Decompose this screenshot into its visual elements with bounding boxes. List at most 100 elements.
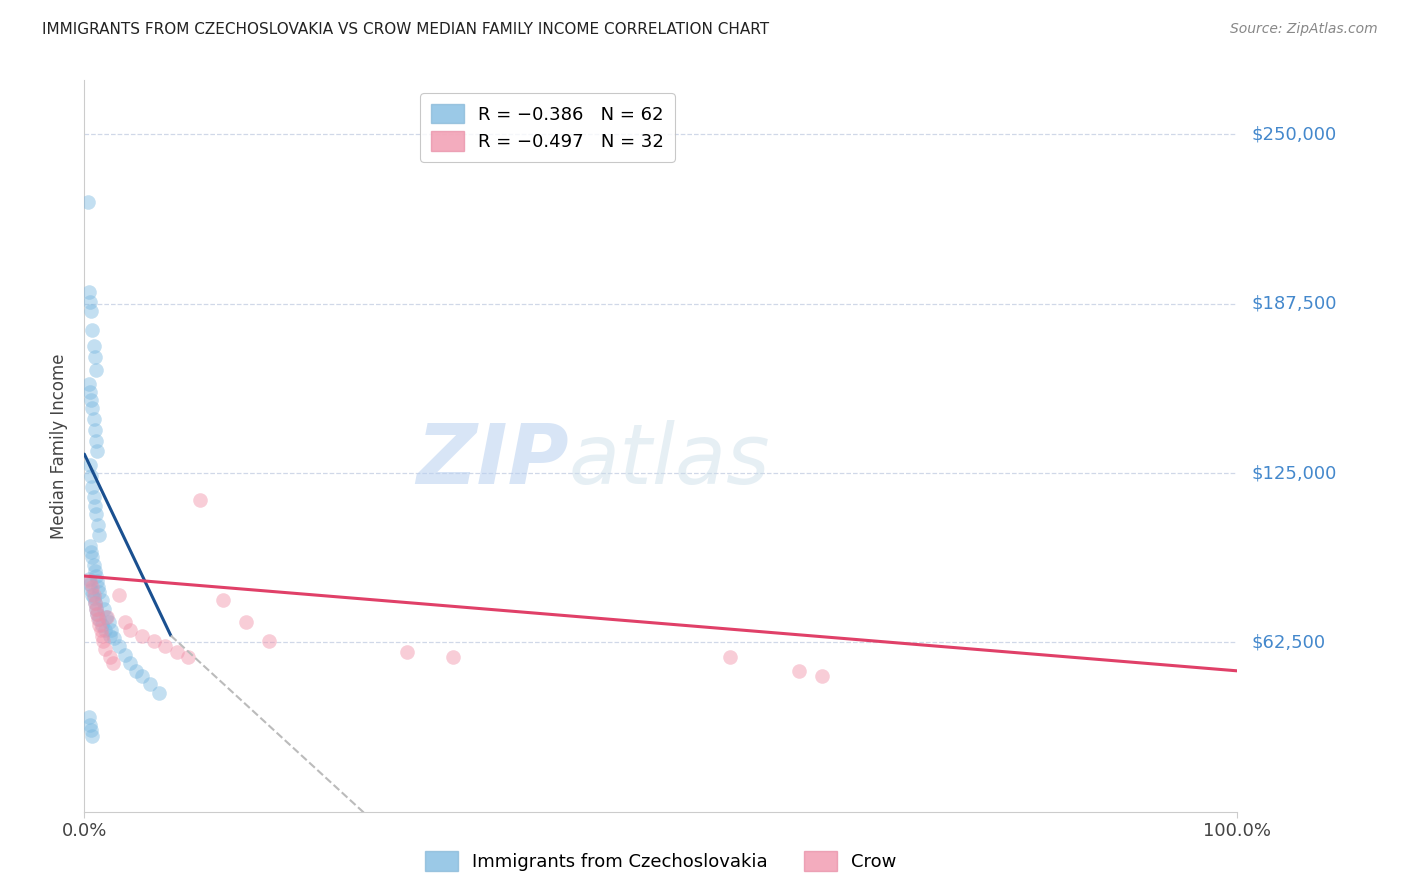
Point (80, 468, 103, 483)
Point (94, 624, 117, 638)
Text: $250,000: $250,000 (1251, 126, 1337, 144)
Point (86, 607, 108, 621)
Point (94, 642, 117, 657)
Point (82, 588, 104, 602)
Point (84, 569, 107, 583)
Point (86, 607, 108, 621)
Point (83, 591, 105, 605)
Point (83, 558, 105, 573)
Point (82, 401, 104, 415)
Point (83, 564, 105, 578)
Point (90, 617, 112, 632)
Point (811, 669, 834, 683)
Point (83, 412, 105, 426)
Point (96, 609, 118, 624)
Point (148, 685, 170, 699)
Point (79, 718, 101, 732)
Point (79, 295, 101, 310)
Point (77, 572, 100, 586)
Point (80, 723, 103, 738)
Point (84, 601, 107, 615)
Point (125, 664, 148, 678)
Text: $62,500: $62,500 (1251, 633, 1326, 651)
Point (84, 434, 107, 448)
Point (80, 303, 103, 318)
Point (96, 609, 118, 624)
Text: atlas: atlas (568, 420, 770, 501)
Text: $187,500: $187,500 (1251, 294, 1337, 313)
Point (89, 612, 111, 626)
Point (396, 645, 419, 659)
Point (79, 574, 101, 589)
Point (84, 507, 107, 521)
Point (103, 632, 125, 646)
Point (87, 612, 110, 626)
Point (82, 550, 104, 565)
Point (103, 656, 124, 670)
Y-axis label: Median Family Income: Median Family Income (51, 353, 69, 539)
Point (83, 596, 105, 610)
Point (79, 384, 101, 399)
Point (76, 195, 98, 210)
Point (139, 677, 162, 691)
Point (177, 650, 200, 665)
Point (83, 339, 105, 353)
Point (80, 544, 103, 558)
Point (114, 648, 136, 662)
Point (77, 376, 100, 391)
Point (82, 480, 104, 494)
Legend: Immigrants from Czechoslovakia, Crow: Immigrants from Czechoslovakia, Crow (418, 844, 904, 879)
Point (120, 656, 142, 670)
Text: IMMIGRANTS FROM CZECHOSLOVAKIA VS CROW MEDIAN FAMILY INCOME CORRELATION CHART: IMMIGRANTS FROM CZECHOSLOVAKIA VS CROW M… (42, 22, 769, 37)
Point (80, 582, 103, 597)
Point (89, 617, 111, 632)
Point (441, 650, 464, 665)
Point (98, 650, 121, 665)
Point (718, 650, 741, 665)
Point (83, 588, 105, 602)
Point (235, 615, 257, 629)
Point (82, 580, 104, 594)
Point (90, 629, 112, 643)
Point (153, 640, 176, 654)
Point (787, 664, 810, 678)
Point (86, 574, 108, 589)
Point (98, 629, 121, 643)
Text: $125,000: $125,000 (1251, 464, 1337, 482)
Point (77, 710, 100, 724)
Point (77, 285, 100, 299)
Point (83, 499, 105, 513)
Point (79, 458, 101, 472)
Point (89, 585, 111, 599)
Point (86, 444, 108, 458)
Point (188, 493, 211, 508)
Point (87, 580, 110, 594)
Point (83, 423, 105, 437)
Point (108, 588, 131, 602)
Point (87, 517, 110, 532)
Point (108, 640, 131, 654)
Point (97, 615, 120, 629)
Point (257, 634, 280, 648)
Point (83, 596, 105, 610)
Point (100, 624, 122, 638)
Point (90, 593, 112, 607)
Point (114, 615, 136, 629)
Point (89, 624, 111, 638)
Point (82, 729, 104, 743)
Text: ZIP: ZIP (416, 420, 568, 501)
Point (142, 634, 165, 648)
Point (131, 629, 153, 643)
Point (84, 363, 107, 377)
Point (211, 593, 233, 607)
Point (89, 528, 111, 542)
Point (120, 624, 142, 638)
Point (83, 491, 105, 505)
Point (131, 669, 153, 683)
Point (166, 645, 188, 659)
Point (82, 322, 104, 336)
Text: Source: ZipAtlas.com: Source: ZipAtlas.com (1230, 22, 1378, 37)
Point (79, 539, 101, 553)
Point (84, 601, 107, 615)
Point (83, 350, 105, 364)
